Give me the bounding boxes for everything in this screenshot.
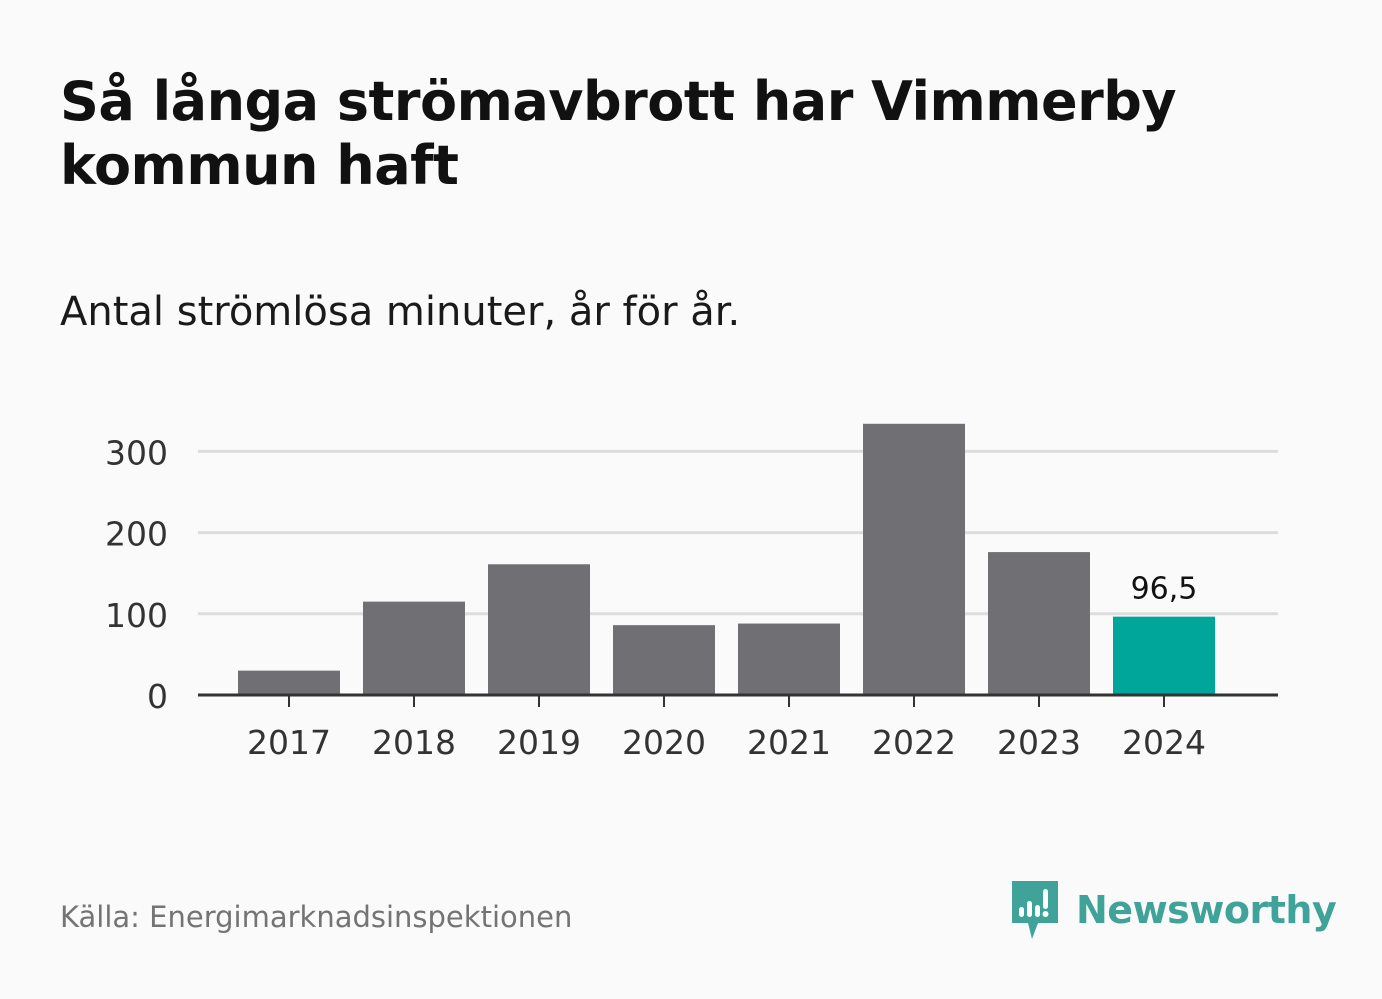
bar-2021 (738, 623, 840, 695)
x-tick-label: 2021 (747, 723, 831, 762)
newsworthy-logo-icon (1012, 881, 1058, 939)
bar-2023 (988, 552, 1090, 695)
y-tick-label: 200 (105, 515, 168, 554)
x-tick-label: 2020 (622, 723, 706, 762)
data-label-highlight: 96,5 (1131, 572, 1198, 607)
x-tick-label: 2022 (872, 723, 956, 762)
bar-2018 (363, 601, 465, 695)
brand-logo[interactable]: Newsworthy (1010, 878, 1337, 942)
chart-title: Så långa strömavbrott har Vimmerby kommu… (60, 70, 1177, 197)
source-note: Källa: Energimarknadsinspektionen (60, 900, 573, 934)
x-tick-label: 2019 (497, 723, 581, 762)
y-tick-label: 300 (105, 433, 168, 472)
x-tick-label: 2024 (1122, 723, 1206, 762)
bar-2020 (613, 625, 715, 695)
x-tick-label: 2017 (247, 723, 331, 762)
brand-name: Newsworthy (1076, 888, 1337, 932)
x-tick-label: 2018 (372, 723, 456, 762)
y-tick-label: 0 (147, 677, 168, 716)
bar-2024 (1113, 616, 1215, 695)
bar-2019 (488, 564, 590, 695)
bar-2017 (238, 670, 340, 695)
x-tick-label: 2023 (997, 723, 1081, 762)
chart-subtitle: Antal strömlösa minuter, år för år. (60, 289, 741, 335)
y-tick-label: 100 (105, 596, 168, 635)
bar-2022 (863, 423, 965, 695)
